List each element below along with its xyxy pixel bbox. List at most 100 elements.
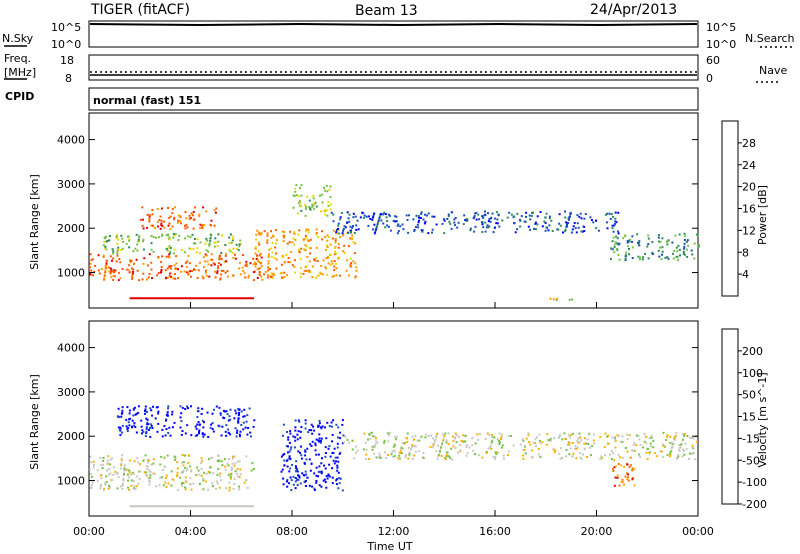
data-cell — [614, 439, 617, 442]
data-cell — [578, 441, 581, 443]
data-cell — [393, 455, 396, 458]
data-cell — [198, 423, 201, 426]
data-cell — [336, 446, 339, 449]
data-cell — [364, 441, 367, 444]
data-cell — [636, 241, 639, 244]
data-cell — [289, 230, 292, 233]
data-cell — [216, 459, 219, 462]
data-cell — [300, 267, 303, 270]
data-cell — [454, 447, 457, 449]
data-cell — [371, 216, 374, 219]
data-cell — [334, 262, 337, 265]
data-cell — [165, 277, 167, 280]
data-cell — [252, 425, 255, 428]
data-cell — [144, 454, 147, 457]
data-cell — [117, 407, 120, 410]
data-cell — [603, 446, 606, 448]
data-cell — [115, 472, 118, 475]
data-cell — [215, 405, 218, 408]
data-cell — [572, 452, 575, 455]
data-cell — [647, 234, 650, 237]
data-cell — [163, 226, 166, 229]
colorbar-tick-label: 100 — [742, 367, 763, 380]
data-cell — [283, 453, 286, 455]
velocity-colorbar-label: Velocity [m s^-1] — [756, 372, 769, 467]
data-cell — [642, 256, 645, 259]
data-cell — [382, 222, 385, 225]
data-cell — [614, 211, 617, 214]
data-cell — [541, 441, 544, 444]
data-cell — [141, 278, 144, 281]
data-cell — [207, 458, 210, 461]
data-cell — [446, 451, 449, 454]
data-cell — [316, 260, 319, 262]
data-cell — [100, 485, 102, 488]
data-cell — [288, 455, 291, 458]
data-cell — [439, 447, 442, 450]
data-cell — [239, 239, 242, 242]
data-cell — [281, 276, 284, 279]
data-cell — [351, 234, 354, 237]
data-cell — [337, 471, 340, 474]
data-cell — [241, 266, 244, 269]
data-cell — [106, 459, 109, 462]
data-cell — [312, 195, 315, 197]
data-cell — [142, 430, 145, 433]
data-cell — [616, 434, 619, 437]
data-cell — [443, 436, 446, 439]
data-cell — [89, 487, 92, 490]
data-cell — [290, 479, 293, 482]
y-tick-label: 2000 — [57, 222, 85, 235]
data-cell — [589, 446, 591, 449]
data-cell — [133, 262, 136, 265]
data-cell — [100, 268, 103, 270]
data-cell — [338, 477, 341, 480]
data-cell — [447, 213, 450, 216]
data-cell — [232, 457, 234, 460]
data-cell — [471, 444, 474, 447]
data-cell — [176, 474, 179, 477]
data-cell — [406, 441, 409, 443]
data-cell — [133, 460, 136, 463]
data-cell — [583, 447, 586, 450]
data-cell — [136, 457, 139, 460]
data-cell — [576, 214, 579, 217]
data-cell — [118, 258, 121, 260]
data-cell — [267, 266, 270, 268]
data-cell — [168, 265, 171, 268]
data-cell — [679, 443, 682, 446]
data-cell — [628, 434, 631, 437]
data-cell — [292, 206, 295, 209]
data-cell — [549, 437, 552, 440]
data-cell — [326, 421, 329, 424]
x-tick-label: 00:00 — [682, 525, 714, 538]
data-cell — [373, 223, 376, 226]
data-cell — [146, 264, 149, 267]
data-cell — [493, 436, 496, 439]
data-cell — [228, 486, 231, 489]
data-cell — [469, 229, 472, 232]
data-cell — [147, 461, 149, 464]
data-cell — [315, 233, 318, 236]
data-cell — [150, 248, 153, 251]
data-cell — [374, 229, 377, 232]
data-cell — [561, 438, 564, 441]
data-cell — [133, 424, 136, 427]
data-cell — [204, 271, 207, 274]
data-cell — [242, 254, 244, 256]
data-cell — [145, 432, 148, 435]
data-cell — [617, 253, 620, 256]
data-cell — [588, 432, 591, 435]
data-cell — [151, 224, 154, 227]
data-cell — [153, 227, 156, 229]
data-cell — [203, 260, 206, 263]
data-cell — [437, 455, 440, 458]
data-cell — [146, 468, 149, 471]
data-cell — [355, 269, 358, 272]
data-cell — [363, 432, 366, 435]
data-cell — [187, 254, 190, 257]
data-cell — [224, 271, 227, 274]
data-cell — [586, 438, 589, 441]
data-cell — [175, 255, 178, 258]
data-cell — [184, 467, 187, 469]
